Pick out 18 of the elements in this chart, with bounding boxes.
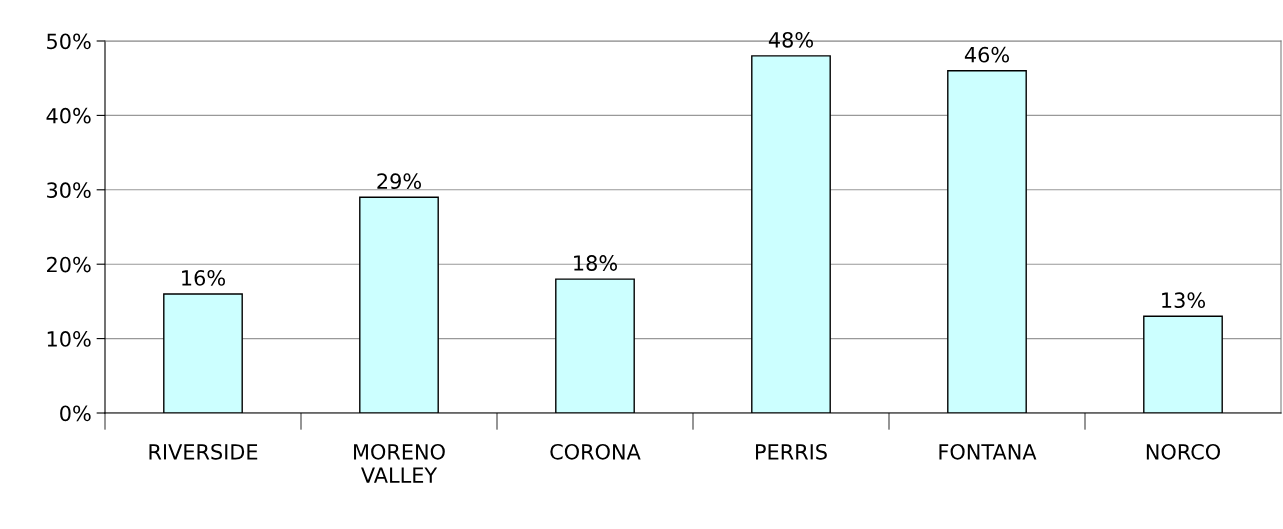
y-tick-label: 30%: [47, 182, 91, 199]
y-tick-label: 10%: [47, 331, 91, 347]
x-tick-label: MORENO VALLEY: [354, 443, 445, 483]
data-label: 29%: [377, 173, 421, 190]
y-tick-label: 20%: [47, 256, 91, 273]
y-tick-label: 0%: [60, 405, 91, 422]
y-tick-label: 40%: [46, 107, 91, 124]
y-tick-label: 50%: [47, 33, 91, 50]
data-label: 46%: [964, 46, 1009, 63]
x-tick-label: CORONA: [550, 443, 641, 460]
data-label: 13%: [1162, 292, 1205, 309]
data-label: 18%: [574, 255, 617, 271]
data-label: 48%: [768, 31, 813, 48]
x-tick-label: FONTANA: [939, 443, 1037, 460]
data-label: 16%: [182, 270, 225, 286]
x-tick-label: RIVERSIDE: [149, 443, 258, 460]
x-tick-label: PERRIS: [756, 443, 827, 460]
x-tick-label: NORCO: [1146, 443, 1221, 460]
